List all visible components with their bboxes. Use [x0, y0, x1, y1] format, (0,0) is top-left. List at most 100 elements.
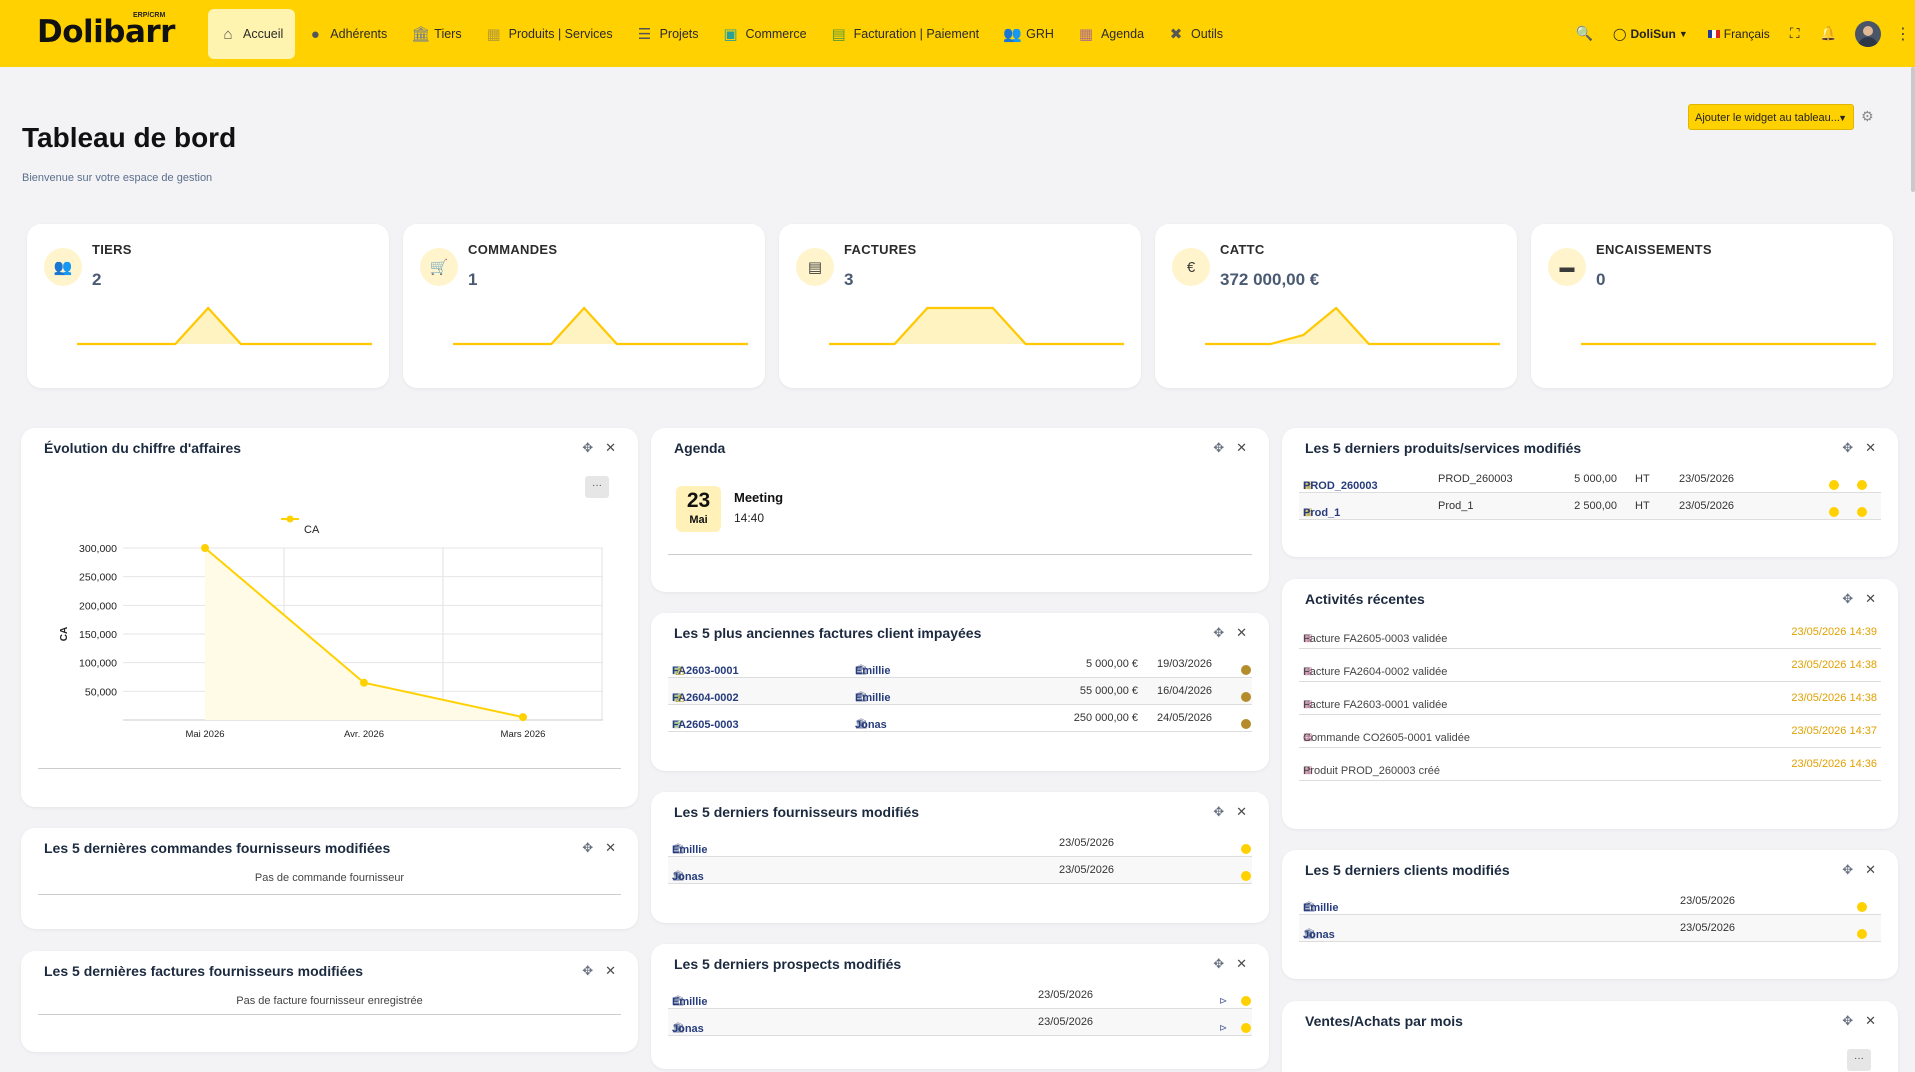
kpi-card-commandes[interactable]: 🛒 COMMANDES 1: [403, 224, 765, 388]
move-icon[interactable]: ✥: [1213, 804, 1225, 819]
move-icon[interactable]: ✥: [582, 840, 594, 855]
modified-date: 23/05/2026: [1679, 500, 1735, 512]
list-item[interactable]: ▦ Facture FA2605-0003 validée 23/05/2026 1…: [1299, 616, 1881, 649]
close-icon[interactable]: ✕: [1865, 862, 1876, 877]
list-item[interactable]: ▦ Facture FA2604-0002 validée 23/05/2026 1…: [1299, 649, 1881, 682]
user-icon: ●: [310, 25, 320, 43]
cubes-icon: ▦: [1303, 480, 1313, 491]
data-point[interactable]: [519, 713, 527, 722]
close-icon[interactable]: ✕: [605, 963, 616, 978]
data-point[interactable]: [201, 544, 209, 552]
invoice-date: 19/03/2026: [1157, 658, 1213, 670]
entity-label: DoliSun: [1630, 26, 1676, 41]
users-icon: 👥: [44, 248, 82, 286]
close-icon[interactable]: ✕: [1236, 956, 1247, 971]
nav-item-accueil[interactable]: ⌂ Accueil: [208, 9, 296, 59]
move-icon[interactable]: ✥: [1842, 1013, 1854, 1028]
widget-title: Évolution du chiffre d'affaires: [44, 440, 242, 456]
list-item[interactable]: ▦ Commande CO2605-0001 validée 23/05/2026 …: [1299, 715, 1881, 748]
building-icon: 🏛: [1303, 929, 1316, 940]
nav-item-tiers[interactable]: 🏛 Tiers: [399, 9, 473, 59]
link-label: Jonas: [672, 871, 704, 883]
close-icon[interactable]: ✕: [1865, 1013, 1876, 1028]
y-tick-label: 200,000: [79, 600, 117, 612]
kpi-card-cattc[interactable]: € CATTC 372 000,00 €: [1155, 224, 1517, 388]
chart-menu-button[interactable]: ···: [1847, 1049, 1871, 1071]
activity-date: 23/05/2026 14:39: [1791, 626, 1877, 638]
data-point[interactable]: [360, 678, 368, 687]
chevron-down-icon: ▼: [1838, 113, 1847, 123]
nav-item-commerce[interactable]: ▣ Commerce: [711, 9, 819, 59]
avatar[interactable]: [1855, 20, 1881, 47]
move-icon[interactable]: ✥: [1213, 440, 1225, 455]
move-icon[interactable]: ✥: [1213, 956, 1225, 971]
calendar-icon: ▦: [1303, 765, 1313, 776]
move-icon[interactable]: ✥: [1213, 625, 1225, 640]
close-icon[interactable]: ✕: [1236, 625, 1247, 640]
logo[interactable]: Dolibarr: [37, 14, 175, 50]
kpi-card-factures[interactable]: ▤ FACTURES 3: [779, 224, 1141, 388]
page-scrollbar[interactable]: [1911, 67, 1915, 192]
supplier-orders-widget: Les 5 dernières commandes fournisseurs m…: [21, 828, 638, 929]
divider: [38, 768, 621, 769]
move-icon[interactable]: ✥: [582, 440, 594, 455]
language-switcher[interactable]: Français: [1707, 27, 1770, 41]
calendar-icon: ▦: [1303, 666, 1313, 677]
kpi-card-encaissements[interactable]: ▬ ENCAISSEMENTS 0: [1531, 224, 1893, 388]
move-icon[interactable]: ✥: [582, 963, 594, 978]
unpaid-invoices-widget: Les 5 plus anciennes factures client imp…: [651, 613, 1269, 771]
bell-icon[interactable]: 🔔: [1819, 25, 1837, 41]
table-row: 🏛 Emillie 23/05/2026: [1299, 888, 1881, 915]
file-icon: ▤: [796, 248, 834, 286]
move-icon[interactable]: ✥: [1842, 862, 1854, 877]
widget-title: Les 5 derniers produits/services modifié…: [1305, 440, 1582, 456]
nav-item-label: Facturation | Paiement: [853, 27, 980, 41]
table-row: ▤ FA2603-0001 ⚠ 🏛 Emillie 5 000,00 € 19/03/202…: [668, 651, 1252, 678]
users-icon: 👥: [1003, 26, 1022, 43]
suitcase-icon: ▣: [723, 26, 738, 43]
add-widget-select[interactable]: Ajouter le widget au tableau... ▼: [1688, 104, 1854, 130]
wallet-icon: ▬: [1548, 248, 1586, 286]
status-badge: [1241, 1023, 1251, 1033]
entity-switcher[interactable]: ◯ DoliSun ▼: [1613, 27, 1688, 41]
customers-widget: Les 5 derniers clients modifiés ✥ ✕ 🏛 Emil…: [1282, 850, 1898, 979]
move-icon[interactable]: ✥: [1842, 591, 1854, 606]
agenda-event-title[interactable]: Meeting: [734, 490, 784, 505]
gear-icon[interactable]: ⚙: [1861, 108, 1874, 124]
sparkline-line: [1205, 306, 1500, 346]
modified-date: 23/05/2026: [1059, 837, 1115, 849]
close-icon[interactable]: ✕: [1236, 440, 1247, 455]
close-icon[interactable]: ✕: [605, 840, 616, 855]
close-icon[interactable]: ✕: [605, 440, 616, 455]
y-tick-label: 50,000: [85, 686, 117, 698]
calendar-icon: ▦: [1303, 732, 1313, 743]
y-axis-label: CA: [59, 627, 70, 641]
revenue-widget: Évolution du chiffre d'affaires ✥ ✕ ··· C…: [21, 428, 638, 807]
list-item[interactable]: ▦ Facture FA2603-0001 validée 23/05/2026 1…: [1299, 682, 1881, 715]
nav-item-outils[interactable]: ✖ Outils: [1156, 9, 1235, 59]
chart-menu-button[interactable]: ···: [585, 476, 609, 498]
building-icon: 🏛: [672, 996, 685, 1007]
search-icon[interactable]: 🔍: [1575, 25, 1594, 41]
move-icon[interactable]: ✥: [1842, 440, 1854, 455]
kpi-card-tiers[interactable]: 👥 TIERS 2: [27, 224, 389, 388]
agenda-widget: Agenda ✥ ✕ 23 Mai Meeting 14:40: [651, 428, 1269, 592]
status-badge: [1857, 480, 1867, 490]
nav-item-agenda[interactable]: ▦ Agenda: [1066, 9, 1156, 59]
table-row: 🏛 Jonas 23/05/2026 ⊳: [668, 1009, 1252, 1036]
nav-item-projets[interactable]: ☰ Projets: [625, 9, 711, 59]
x-tick-label: Mai 2026: [185, 729, 224, 740]
close-icon[interactable]: ✕: [1865, 440, 1876, 455]
nav-item-adh-rents[interactable]: ● Adhérents: [295, 9, 399, 59]
close-icon[interactable]: ✕: [1865, 591, 1876, 606]
fullscreen-icon[interactable]: ⛶: [1789, 25, 1800, 41]
more-vertical-icon[interactable]: ⋮: [1895, 25, 1911, 43]
nav-item-facturation-paiement[interactable]: ▤ Facturation | Paiement: [819, 9, 992, 59]
nav-item-grh[interactable]: 👥 GRH: [991, 9, 1066, 59]
list-item[interactable]: ▦ Produit PROD_260003 créé 23/05/2026 14:3…: [1299, 748, 1881, 781]
kpi-sparkline: [1205, 306, 1500, 346]
cart-icon: 🛒: [420, 248, 458, 286]
calendar-icon: ▦: [1303, 633, 1313, 644]
nav-item-produits-services[interactable]: ▦ Produits | Services: [474, 9, 625, 59]
close-icon[interactable]: ✕: [1236, 804, 1247, 819]
